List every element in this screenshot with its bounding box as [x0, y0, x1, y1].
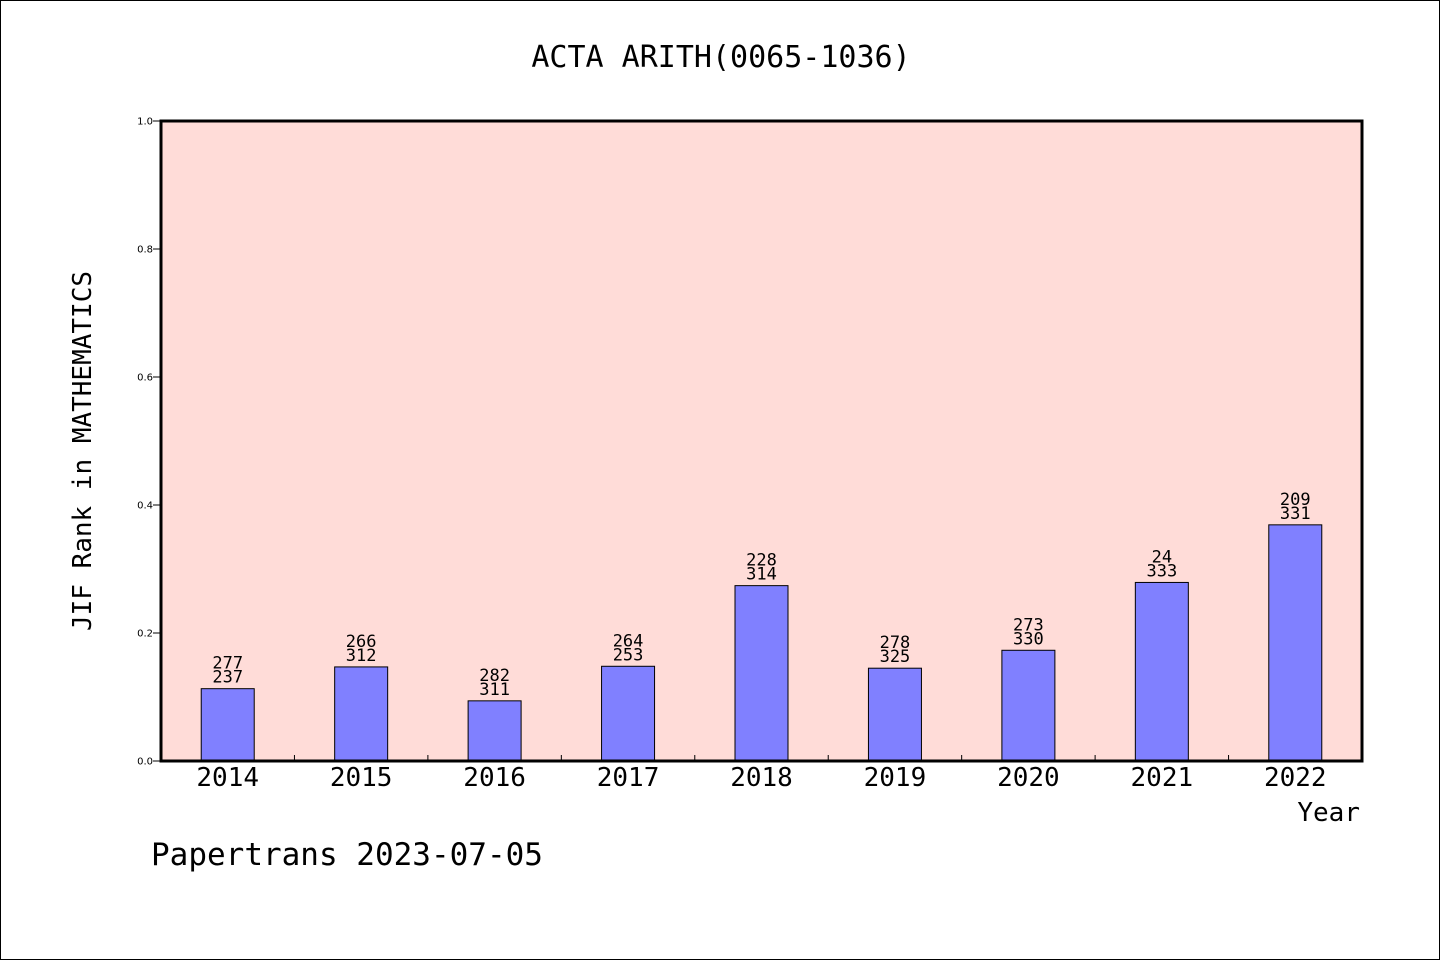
y-tick-label: 0.8	[137, 245, 153, 256]
bar	[1134, 581, 1189, 762]
bar-label-top: 278	[880, 633, 911, 653]
bar-label-bottom: 330	[1013, 629, 1044, 649]
y-axis-label: JIF Rank in MATHEMATICS	[68, 271, 98, 631]
bar-label-bottom: 331	[1280, 504, 1311, 524]
bar-label-bottom: 311	[479, 680, 510, 700]
bar	[601, 665, 656, 762]
bar-label-bottom: 325	[880, 647, 911, 667]
x-tick-label: 2018	[730, 763, 793, 793]
x-tick-label: 2015	[330, 763, 393, 793]
bar	[334, 666, 389, 762]
y-tick-label: 0.2	[137, 629, 153, 640]
bar	[867, 667, 922, 762]
bar-label-bottom: 314	[746, 565, 777, 585]
y-tick-label: 0.0	[137, 757, 153, 768]
bar-label-top: 266	[346, 632, 377, 652]
bar	[467, 700, 522, 762]
x-tick-label: 2017	[597, 763, 660, 793]
x-axis-label: Year	[1297, 798, 1360, 828]
x-tick-label: 2016	[463, 763, 526, 793]
bar-label-top: 273	[1013, 615, 1044, 635]
x-tick-label: 2022	[1264, 763, 1327, 793]
x-tick-label: 2020	[997, 763, 1060, 793]
bar-label-bottom: 253	[613, 645, 644, 665]
bar-label-bottom: 237	[212, 668, 243, 688]
bar	[734, 585, 789, 762]
y-tick-label: 0.4	[137, 501, 153, 512]
bar-label-top: 264	[613, 631, 644, 651]
y-axis: 0.0 0.2 0.4 0.6 0.8 1.0	[137, 117, 161, 768]
bar-label-top: 228	[746, 551, 777, 571]
y-tick-label: 1.0	[137, 117, 153, 128]
bar-label-top: 24	[1152, 547, 1172, 567]
bar-label-top: 209	[1280, 490, 1311, 510]
bar-label-bottom: 312	[346, 646, 377, 666]
bar	[1268, 524, 1323, 762]
bar-label-top: 282	[479, 666, 510, 686]
plot-frame	[159, 119, 1364, 763]
bar	[1001, 649, 1056, 762]
x-tick-label: 2014	[196, 763, 259, 793]
x-tick-label: 2019	[864, 763, 927, 793]
bar-label-top: 277	[212, 654, 243, 674]
bar	[200, 688, 255, 762]
y-tick-label: 0.6	[137, 373, 153, 384]
footer-credit: Papertrans 2023-07-05	[151, 837, 543, 873]
x-tick-label: 2021	[1131, 763, 1194, 793]
chart-title: ACTA ARITH(0065-1036)	[531, 40, 910, 75]
bar-label-bottom: 333	[1146, 561, 1177, 581]
x-axis: 2014 2015 2016 2017 2018 2019 2020 2021 2022	[196, 755, 1327, 793]
